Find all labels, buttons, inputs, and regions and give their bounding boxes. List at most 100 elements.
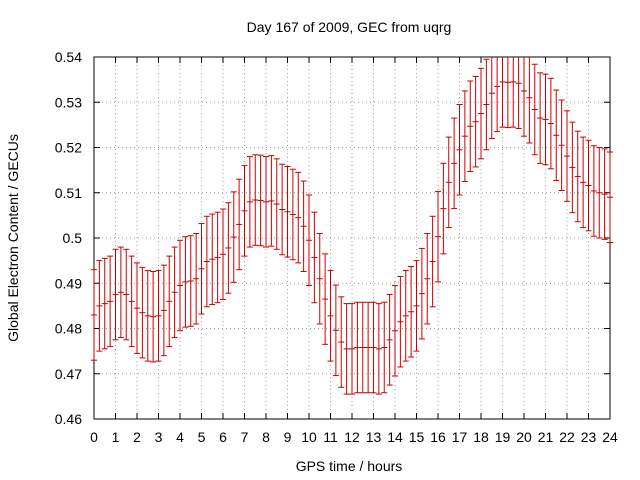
- y-tick-label: 0.47: [55, 366, 82, 382]
- y-tick-label: 0.52: [55, 140, 82, 156]
- error-bar-point: [284, 166, 291, 258]
- error-bar-point: [461, 90, 468, 182]
- x-tick-label: 11: [323, 429, 338, 445]
- x-tick-label: 13: [366, 429, 382, 445]
- x-tick-label: 22: [559, 429, 575, 445]
- error-bar-point: [359, 301, 366, 394]
- x-tick-label: 15: [409, 429, 425, 445]
- error-bar-point: [547, 77, 554, 170]
- y-axis-label: Global Electron Content / GECUs: [5, 134, 21, 342]
- x-tick-label: 0: [90, 429, 98, 445]
- error-bar-point: [117, 246, 124, 339]
- y-tick-label: 0.5: [63, 230, 83, 246]
- error-bar-point: [590, 145, 597, 237]
- error-bar-point: [429, 215, 436, 308]
- error-bar-point: [230, 191, 237, 283]
- error-bar-point: [542, 73, 549, 166]
- error-bar-point: [365, 301, 372, 394]
- error-bar-point: [236, 178, 243, 271]
- error-bar-point: [564, 110, 570, 202]
- x-tick-label: 16: [430, 429, 446, 445]
- error-bar-point: [150, 270, 157, 363]
- error-bar-point: [214, 211, 221, 304]
- error-bar-point: [569, 121, 576, 214]
- error-bar-point: [101, 257, 108, 350]
- error-bar-point: [504, 57, 511, 129]
- x-tick-label: 20: [516, 429, 532, 445]
- error-bar-point: [177, 239, 183, 332]
- error-bar-point: [220, 208, 226, 301]
- y-tick-label: 0.51: [55, 185, 82, 201]
- error-bar-point: [349, 303, 355, 395]
- y-tick-label: 0.54: [55, 49, 82, 65]
- error-bar-point: [537, 72, 544, 164]
- error-bar-point: [263, 156, 269, 248]
- error-bar-point: [123, 248, 130, 341]
- error-bar-point: [343, 303, 350, 395]
- x-tick-label: 19: [495, 429, 511, 445]
- error-bar-point: [553, 89, 560, 182]
- error-bar-point: [332, 284, 339, 377]
- x-tick-label: 2: [133, 429, 141, 445]
- error-bar-point: [187, 235, 194, 327]
- error-bar-point: [445, 136, 452, 229]
- error-bar-point: [478, 67, 484, 160]
- x-tick-label: 10: [301, 429, 317, 445]
- error-bar-point: [96, 260, 103, 352]
- error-bar-point: [268, 155, 275, 247]
- error-bar-point: [327, 270, 334, 362]
- x-tick-label: 9: [284, 429, 292, 445]
- error-bar-point: [139, 266, 146, 359]
- x-tick-label: 7: [241, 429, 249, 445]
- error-bar-point: [128, 255, 135, 348]
- error-bar-point: [418, 247, 425, 340]
- error-bar-point: [338, 296, 345, 388]
- error-bar-point: [580, 136, 587, 229]
- error-bar-point: [316, 232, 323, 325]
- error-bar-point: [112, 248, 119, 341]
- error-bar-point: [225, 202, 232, 294]
- error-bar-point: [375, 303, 382, 395]
- x-tick-label: 6: [219, 429, 227, 445]
- error-bar-point: [531, 63, 538, 156]
- error-bar-point: [440, 162, 447, 255]
- error-bar-point: [483, 58, 490, 151]
- x-axis-label: GPS time / hours: [296, 458, 403, 474]
- error-bar-point: [451, 117, 458, 210]
- error-bar-point: [295, 171, 302, 264]
- error-bar-point: [91, 269, 97, 361]
- error-bar-point: [510, 57, 517, 128]
- error-bar-point: [424, 232, 431, 325]
- x-tick-label: 3: [155, 429, 163, 445]
- error-bar-point: [526, 57, 533, 144]
- error-bar-point: [456, 104, 463, 196]
- error-bar-point: [370, 301, 377, 394]
- error-bar-point: [515, 57, 522, 129]
- error-bar-point: [306, 194, 312, 287]
- error-bar-point: [386, 294, 393, 386]
- error-bar-point: [198, 223, 205, 315]
- error-bar-point: [521, 57, 527, 137]
- y-tick-label: 0.48: [55, 321, 82, 337]
- error-bars: [91, 57, 613, 395]
- error-bar-point: [499, 57, 506, 128]
- error-bar-point: [171, 246, 178, 339]
- y-tick-labels: 0.46 0.47 0.48 0.49 0.5 0.51 0.52 0.53 0.54: [55, 49, 82, 427]
- error-bar-point: [246, 156, 253, 248]
- error-bar-point: [203, 215, 210, 308]
- error-bar-point: [300, 180, 307, 272]
- error-bar-point: [585, 139, 592, 232]
- error-bar-point: [134, 262, 140, 354]
- error-bar-point: [279, 163, 286, 256]
- x-tick-label: 17: [452, 429, 468, 445]
- error-bar-point: [494, 57, 501, 133]
- x-tick-label: 4: [176, 429, 184, 445]
- error-bar-point: [289, 168, 296, 261]
- error-bar-point: [397, 275, 404, 368]
- error-bar-point: [601, 148, 608, 240]
- x-tick-label: 8: [262, 429, 270, 445]
- x-tick-label: 18: [473, 429, 489, 445]
- error-bar-point: [311, 211, 318, 304]
- error-bar-point: [381, 301, 388, 394]
